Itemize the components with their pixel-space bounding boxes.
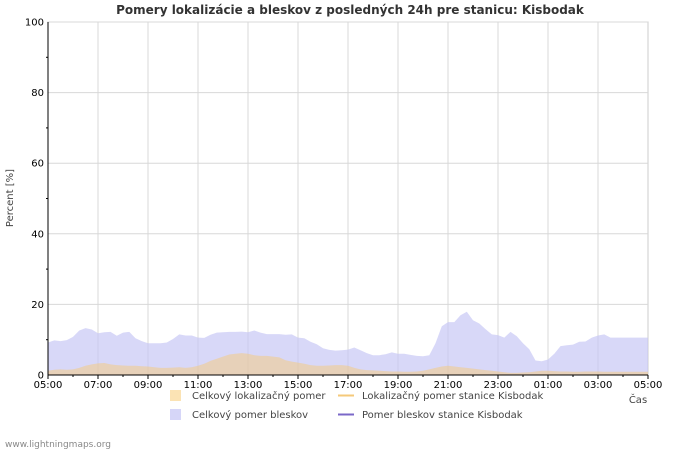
grid-layer (47, 21, 649, 376)
y-tick-label: 20 (31, 300, 44, 311)
x-tick-label: 15:00 (284, 380, 313, 391)
series-layer (48, 311, 648, 375)
legend-label: Lokalizačný pomer stanice Kisbodak (362, 390, 543, 402)
x-axis-label: Čas (629, 393, 647, 406)
chart-title: Pomery lokalizácie a bleskov z poslednýc… (116, 3, 585, 17)
legend: Celkový lokalizačný pomer Lokalizačný pom… (170, 390, 543, 421)
x-tick-label: 05:00 (34, 380, 63, 391)
x-tick-label: 09:00 (134, 380, 163, 391)
x-tick-label: 13:00 (234, 380, 263, 391)
area-total-lightning-ratio (48, 311, 648, 375)
y-tick-label: 60 (31, 159, 44, 170)
x-tick-label: 01:00 (534, 380, 563, 391)
x-tick-label: 05:00 (634, 380, 663, 391)
legend-item: Celkový pomer bleskov (170, 409, 308, 421)
legend-label: Celkový lokalizačný pomer (192, 390, 326, 402)
legend-item: Celkový lokalizačný pomer (170, 390, 326, 402)
x-tick-label: 03:00 (584, 380, 613, 391)
legend-label: Pomer bleskov stanice Kisbodak (362, 410, 523, 421)
y-tick-label: 100 (25, 18, 44, 29)
y-axis-label: Percent [%] (5, 169, 16, 227)
legend-swatch (170, 390, 181, 401)
legend-item: Pomer bleskov stanice Kisbodak (338, 410, 523, 421)
y-tick-label: 0 (38, 371, 44, 382)
x-tick-label: 11:00 (184, 380, 213, 391)
legend-label: Celkový pomer bleskov (192, 409, 308, 421)
y-tick-label: 40 (31, 229, 44, 240)
legend-item: Lokalizačný pomer stanice Kisbodak (338, 390, 543, 402)
x-tick-label: 19:00 (384, 380, 413, 391)
y-tick-label: 80 (31, 88, 44, 99)
x-tick-label: 21:00 (434, 380, 463, 391)
x-tick-label: 23:00 (484, 380, 513, 391)
legend-swatch (170, 409, 181, 420)
area-total-localization-ratio (48, 353, 648, 375)
footer-credit: www.lightningmaps.org (5, 440, 111, 450)
x-tick-label: 17:00 (334, 380, 363, 391)
axes-layer: 0 20 40 60 80 100 05:00 07:00 09:00 11:00 13:00 15:… (25, 18, 663, 392)
x-tick-label: 07:00 (84, 380, 113, 391)
